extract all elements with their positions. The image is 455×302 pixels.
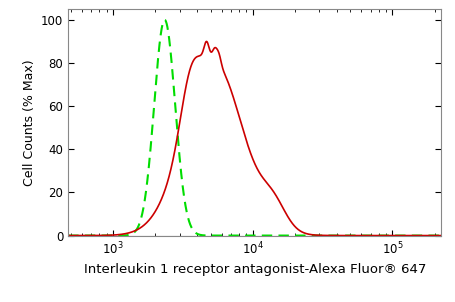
X-axis label: Interleukin 1 receptor antagonist-Alexa Fluor® 647: Interleukin 1 receptor antagonist-Alexa … [84, 262, 426, 276]
Y-axis label: Cell Counts (% Max): Cell Counts (% Max) [23, 59, 35, 186]
